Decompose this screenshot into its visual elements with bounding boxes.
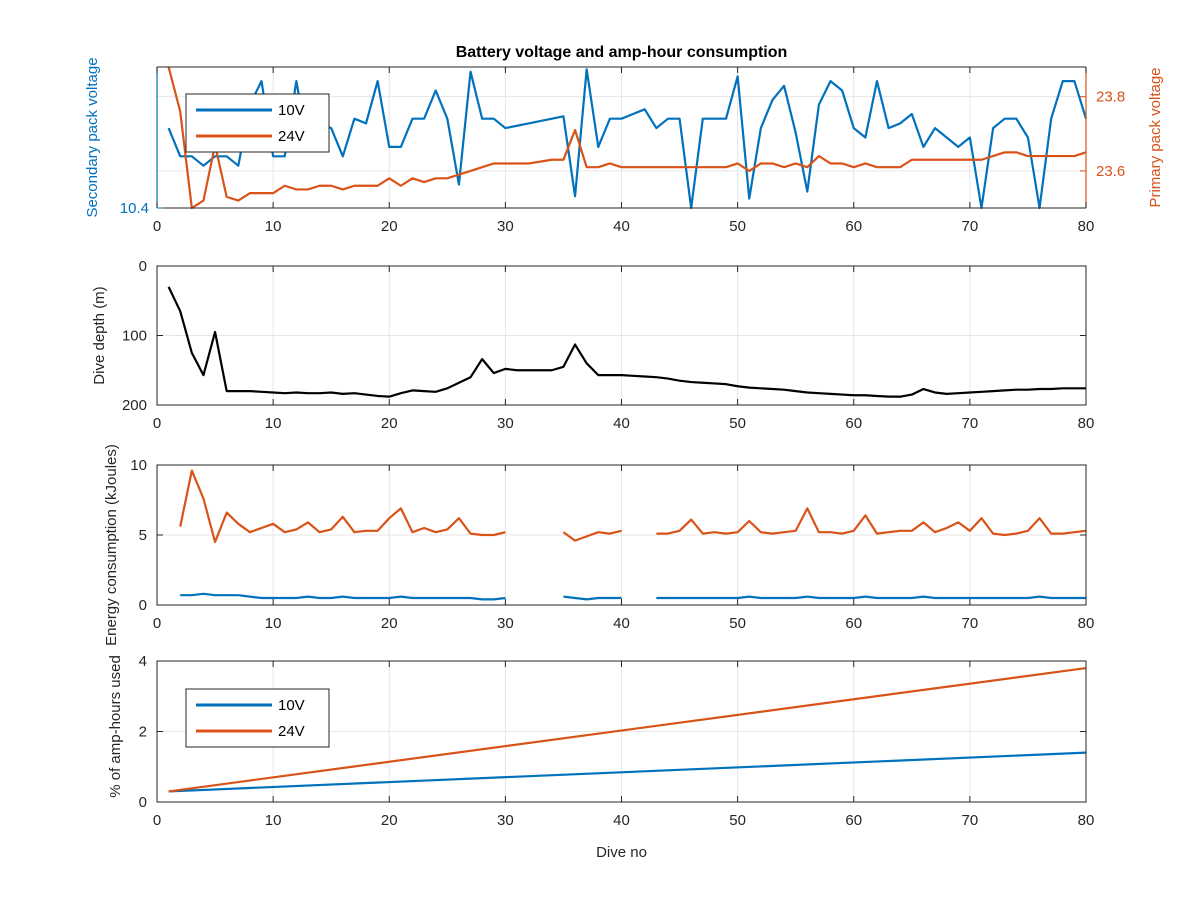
y-tick-label: 5 — [139, 527, 147, 544]
y-tick-label: 0 — [139, 597, 147, 614]
x-tick-label: 50 — [729, 615, 746, 632]
x-tick-label: 40 — [613, 218, 630, 235]
y-tick-label: 10 — [130, 457, 147, 474]
y-tick-label: 200 — [122, 397, 147, 414]
legend-label-24v: 24V — [278, 128, 305, 145]
x-tick-label: 0 — [153, 812, 161, 829]
series-line-24v — [167, 66, 1087, 210]
series-line-24v — [179, 469, 1087, 544]
y-left-axis-label: Secondary pack voltage — [84, 57, 101, 217]
legend-label-10v: 10V — [278, 102, 305, 119]
x-tick-label: 70 — [962, 218, 979, 235]
y-right-tick-label: 23.6 — [1096, 163, 1125, 180]
x-tick-label: 80 — [1078, 415, 1095, 432]
x-tick-label: 30 — [497, 812, 514, 829]
x-tick-label: 10 — [265, 812, 282, 829]
x-tick-label: 10 — [265, 415, 282, 432]
x-tick-label: 20 — [381, 415, 398, 432]
voltage-panel: 0 10 20 30 40 50 60 70 80 10.4 23.6 23.8 Battery vol… — [84, 44, 1164, 235]
x-tick-label: 10 — [265, 615, 282, 632]
x-tick-label: 40 — [613, 415, 630, 432]
x-tick-label: 30 — [497, 615, 514, 632]
legend-box — [185, 93, 330, 153]
x-tick-label: 20 — [381, 812, 398, 829]
x-tick-label: 0 — [153, 615, 161, 632]
legend-label-24v: 24V — [278, 723, 305, 740]
x-tick-label: 50 — [729, 812, 746, 829]
x-tick-label: 10 — [265, 218, 282, 235]
legend-box — [185, 688, 330, 748]
legend-label-10v: 10V — [278, 697, 305, 714]
series-line-10v — [180, 592, 1086, 601]
y-axis-label: Dive depth (m) — [91, 286, 108, 384]
y-tick-label: 4 — [139, 653, 147, 670]
x-tick-label: 60 — [845, 812, 862, 829]
y-left-tick-label: 10.4 — [120, 200, 149, 217]
x-tick-label: 50 — [729, 218, 746, 235]
energy-panel: 0 10 20 30 40 50 60 70 80 0 5 10 Energy consumption … — [103, 444, 1094, 646]
y-tick-label: 0 — [139, 258, 147, 275]
x-tick-label: 0 — [153, 218, 161, 235]
y-tick-label: 0 — [139, 794, 147, 811]
x-tick-label: 30 — [497, 415, 514, 432]
y-tick-label: 2 — [139, 724, 147, 741]
series-line-depth — [167, 286, 1086, 398]
x-tick-label: 20 — [381, 615, 398, 632]
x-tick-label: 40 — [613, 812, 630, 829]
x-tick-label: 40 — [613, 615, 630, 632]
amphours-panel: 0 10 20 30 40 50 60 70 80 0 2 4 % of amp-hours used D… — [107, 653, 1094, 861]
y-axis-label: Energy consumption (kJoules) — [103, 444, 120, 646]
series-line-24v — [168, 666, 1087, 793]
x-tick-label: 30 — [497, 218, 514, 235]
x-tick-label: 0 — [153, 415, 161, 432]
y-axis-label: % of amp-hours used — [107, 655, 124, 798]
x-tick-label: 60 — [845, 615, 862, 632]
x-tick-label: 80 — [1078, 812, 1095, 829]
depth-panel: 0 10 20 30 40 50 60 70 80 0 100 200 Dive depth (m) — [91, 258, 1094, 432]
y-right-tick-label: 23.8 — [1096, 89, 1125, 106]
legend: 10V 24V — [185, 688, 330, 748]
y-right-axis-label: Primary pack voltage — [1147, 67, 1164, 207]
x-tick-label: 70 — [962, 615, 979, 632]
x-tick-label: 80 — [1078, 615, 1095, 632]
x-tick-label: 50 — [729, 415, 746, 432]
series-line-10v — [168, 751, 1087, 793]
x-tick-label: 80 — [1078, 218, 1095, 235]
x-tick-label: 60 — [845, 218, 862, 235]
x-tick-label: 20 — [381, 218, 398, 235]
x-axis-label: Dive no — [596, 844, 647, 861]
y-tick-label: 100 — [122, 328, 147, 345]
x-tick-label: 70 — [962, 415, 979, 432]
x-tick-label: 70 — [962, 812, 979, 829]
chart-title: Battery voltage and amp-hour consumption — [456, 44, 788, 61]
x-tick-label: 60 — [845, 415, 862, 432]
legend: 10V 24V — [185, 93, 330, 153]
